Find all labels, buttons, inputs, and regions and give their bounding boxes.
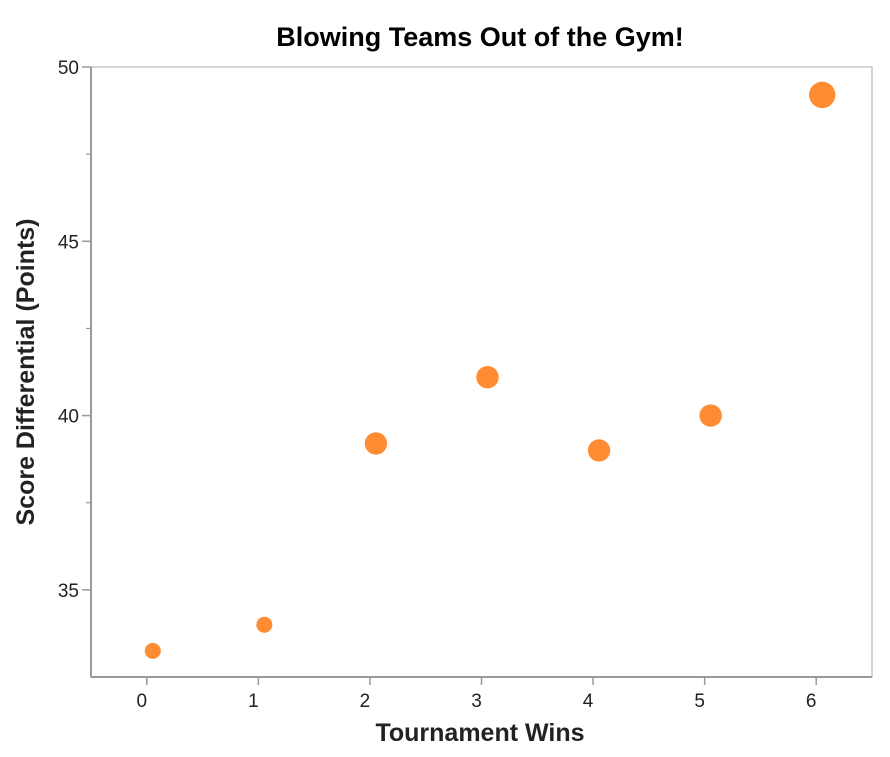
x-tick-label: 1 — [248, 691, 259, 712]
x-tick-label: 5 — [694, 691, 705, 712]
x-tick-label: 6 — [806, 691, 817, 712]
x-tick-label: 3 — [471, 691, 482, 712]
data-point — [587, 439, 611, 462]
data-point — [144, 642, 161, 659]
data-point — [256, 616, 273, 633]
data-point — [364, 432, 388, 455]
data-point — [699, 404, 722, 427]
y-tick-label: 45 — [58, 232, 79, 253]
y-tick-label: 50 — [58, 58, 79, 79]
y-axis-label: Score Differential (Points) — [12, 219, 40, 526]
y-tick-label: 40 — [58, 407, 79, 428]
x-tick-label: 4 — [583, 691, 594, 712]
chart-title: Blowing Teams Out of the Gym! — [276, 22, 684, 52]
data-point — [809, 81, 836, 109]
x-tick-label: 0 — [136, 691, 147, 712]
x-tick-label: 2 — [360, 691, 371, 712]
x-axis-label: Tournament Wins — [375, 719, 584, 747]
data-point — [476, 366, 499, 389]
y-tick-label: 35 — [58, 581, 79, 602]
